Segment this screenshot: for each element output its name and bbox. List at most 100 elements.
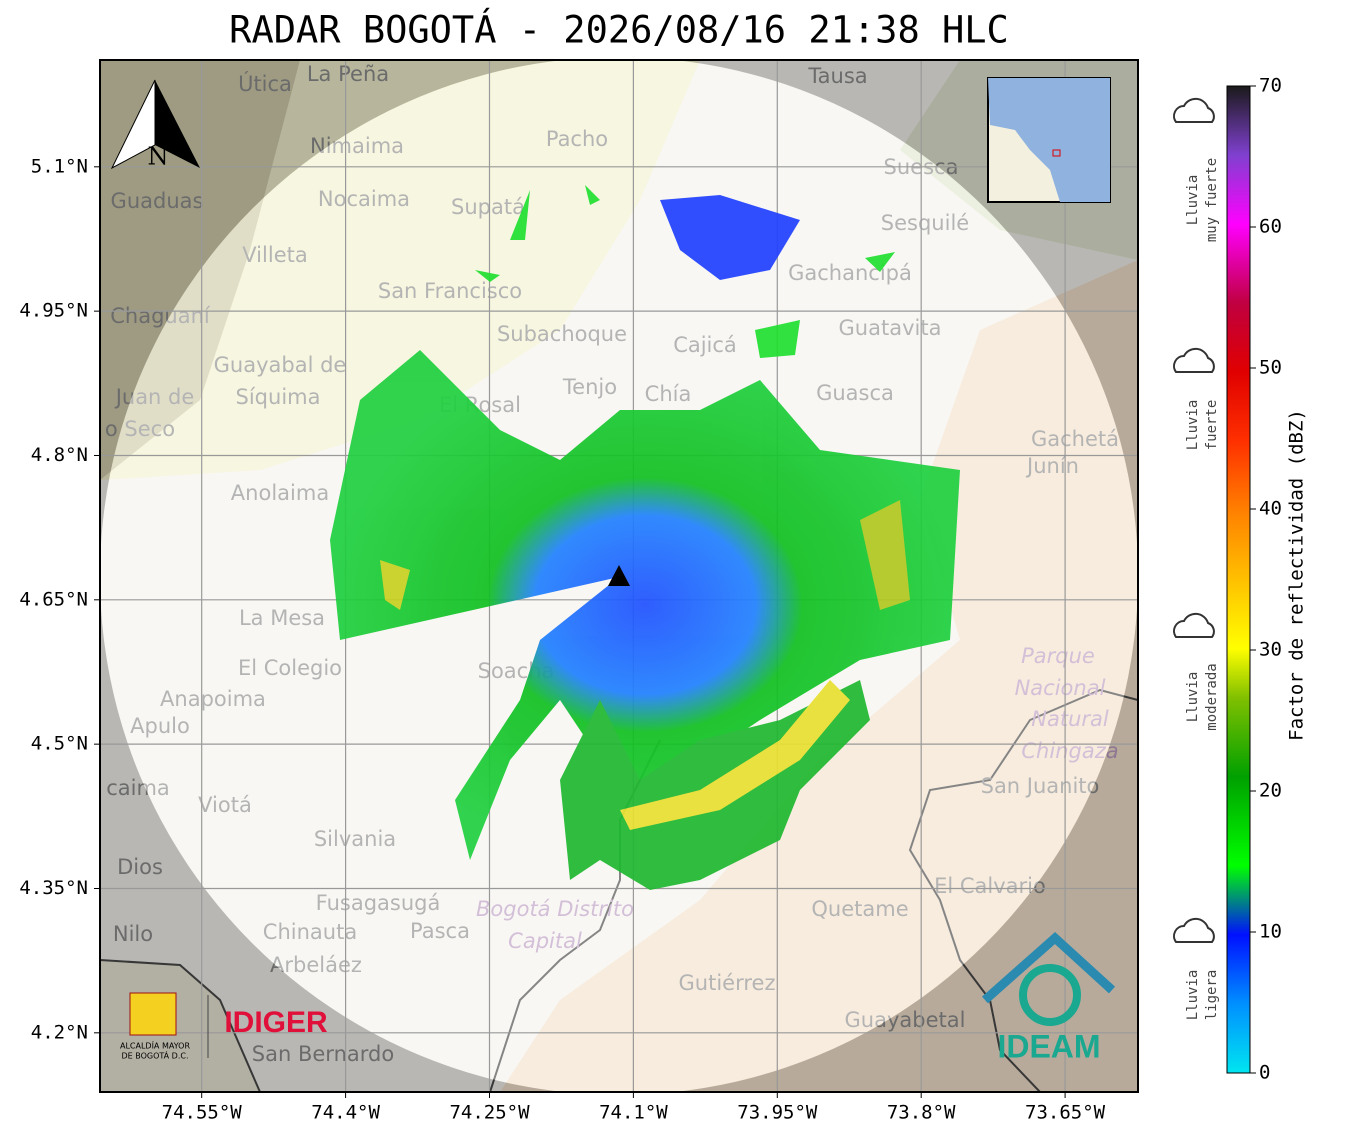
alcaldia-text: DE BOGOTÁ D.C. [121,1050,188,1061]
place-label: El Colegio [238,656,342,680]
x-tick-label: 74.4°W [311,1102,380,1124]
y-tick-label: 4.5°N [31,733,88,755]
place-label: Viotá [198,793,252,817]
place-label: El Calvario [934,874,1046,898]
place-label: Nocaima [318,187,410,211]
place-label: Guayabetal [845,1008,966,1032]
area-label: Capital [508,929,582,953]
area-label: Nacional [1015,676,1106,700]
place-label: Tausa [807,64,867,88]
ideam-logo: IDEAM [997,1028,1100,1064]
alcaldia-text: ALCALDÍA MAYOR [120,1040,190,1051]
place-labels: Útica La Peña Tausa Pacho Nimaima Guaduas Noca… [105,62,1119,1066]
legend-label: Lluvia [1185,400,1201,451]
place-label: San Bernardo [252,1042,394,1066]
place-label: La Peña [307,62,389,86]
radar-echoes [330,185,960,890]
place-label: Síquima [236,385,321,409]
idiger-logo: IDIGER [224,1006,328,1039]
place-label: Sesquilé [881,211,969,235]
legend-label: Lluvia [1185,672,1201,723]
place-label: o Seco [105,417,175,441]
x-tick-label: 73.8°W [887,1102,956,1124]
radar-site [608,565,630,586]
y-tick-label: 4.95°N [19,300,88,322]
place-label: Chinauta [263,920,357,944]
inset-sea [988,78,1110,202]
place-label: Gachancipá [788,261,912,285]
colorbar-tick-label: 10 [1259,921,1282,943]
weather-icon [1173,97,1215,123]
inset-marker [1052,149,1061,157]
colorbar-tick-label: 20 [1259,780,1282,802]
area-label: Bogotá Distrito [476,897,634,921]
y-tick-label: 4.65°N [19,588,88,610]
place-label: Guasca [816,381,894,405]
legend-label: ligera [1204,970,1220,1021]
place-label: caima [106,776,170,800]
colorbar-tick-label: 30 [1259,639,1282,661]
place-label: Anapoima [160,687,266,711]
area-label: Natural [1031,707,1109,731]
x-tick-label: 74.1°W [599,1102,668,1124]
place-label: Subachoque [497,322,627,346]
map-area: Útica La Peña Tausa Pacho Nimaima Guaduas Noca… [100,60,1138,1092]
place-label: Gutiérrez [679,971,776,995]
area-label: Parque [1021,644,1095,668]
echo-area [660,195,800,280]
echo-band [380,560,410,610]
place-label: Guayabal de [214,353,347,377]
place-label: Apulo [130,714,190,738]
x-tick-label: 73.65°W [1025,1102,1106,1124]
place-label: Guaduas [111,189,204,213]
place-label: Quetame [811,897,908,921]
place-label: Útica [238,71,292,96]
place-label: Tenjo [562,375,617,399]
colorbar [1226,85,1251,1074]
map-frame [99,59,1139,1093]
legend-label: fuerte [1204,400,1220,451]
colorbar-tick-label: 70 [1259,75,1282,97]
place-label: Arbeláez [270,953,362,977]
place-label: Nilo [113,922,153,946]
weather-icon [1173,347,1215,373]
echo-band [860,500,910,610]
weather-icon [1173,612,1215,638]
colorbar-tick-label: 40 [1259,498,1282,520]
area-label: Chingaza [1021,739,1118,763]
place-label: Chaguaní [110,304,211,328]
place-label: Dios [117,855,163,879]
terrain [100,60,300,480]
colorbar-tick-label: 60 [1259,216,1282,238]
ideam-swirl [1019,964,1081,1026]
place-label: Guatavita [839,316,942,340]
colorbar-label: Factor de reflectividad (dBZ) [1286,409,1308,741]
north-arrow [155,80,200,168]
x-tick-label: 74.55°W [162,1102,243,1124]
y-tick-label: 4.2°N [31,1021,88,1043]
echo-area [755,320,800,358]
place-label: Pasca [410,919,470,943]
place-label: Pacho [546,127,608,151]
weather-icon [1173,917,1215,943]
place-label: Villeta [242,243,307,267]
place-label: La Mesa [239,606,325,630]
place-label: Chía [645,382,692,406]
x-tick-label: 73.95°W [737,1102,818,1124]
legend-label: moderada [1204,663,1220,730]
x-tick-label: 74.25°W [449,1102,530,1124]
boundary [908,688,1138,1092]
colorbar-tick-label: 0 [1259,1062,1270,1084]
place-label: Junín [1025,454,1079,478]
place-label: Gachetá [1031,427,1119,451]
y-tick-label: 5.1°N [31,155,88,177]
place-label: Supatá [451,195,525,219]
place-label: San Francisco [378,279,522,303]
place-label: Anolaima [231,481,329,505]
place-label: Cajicá [673,333,737,357]
echo-band [620,680,850,830]
place-label: Juan de [114,385,195,409]
north-label: N [148,143,169,171]
place-label: Nimaima [310,134,404,158]
title: RADAR BOGOTÁ - 2026/08/16 21:38 HLC [229,8,1009,52]
